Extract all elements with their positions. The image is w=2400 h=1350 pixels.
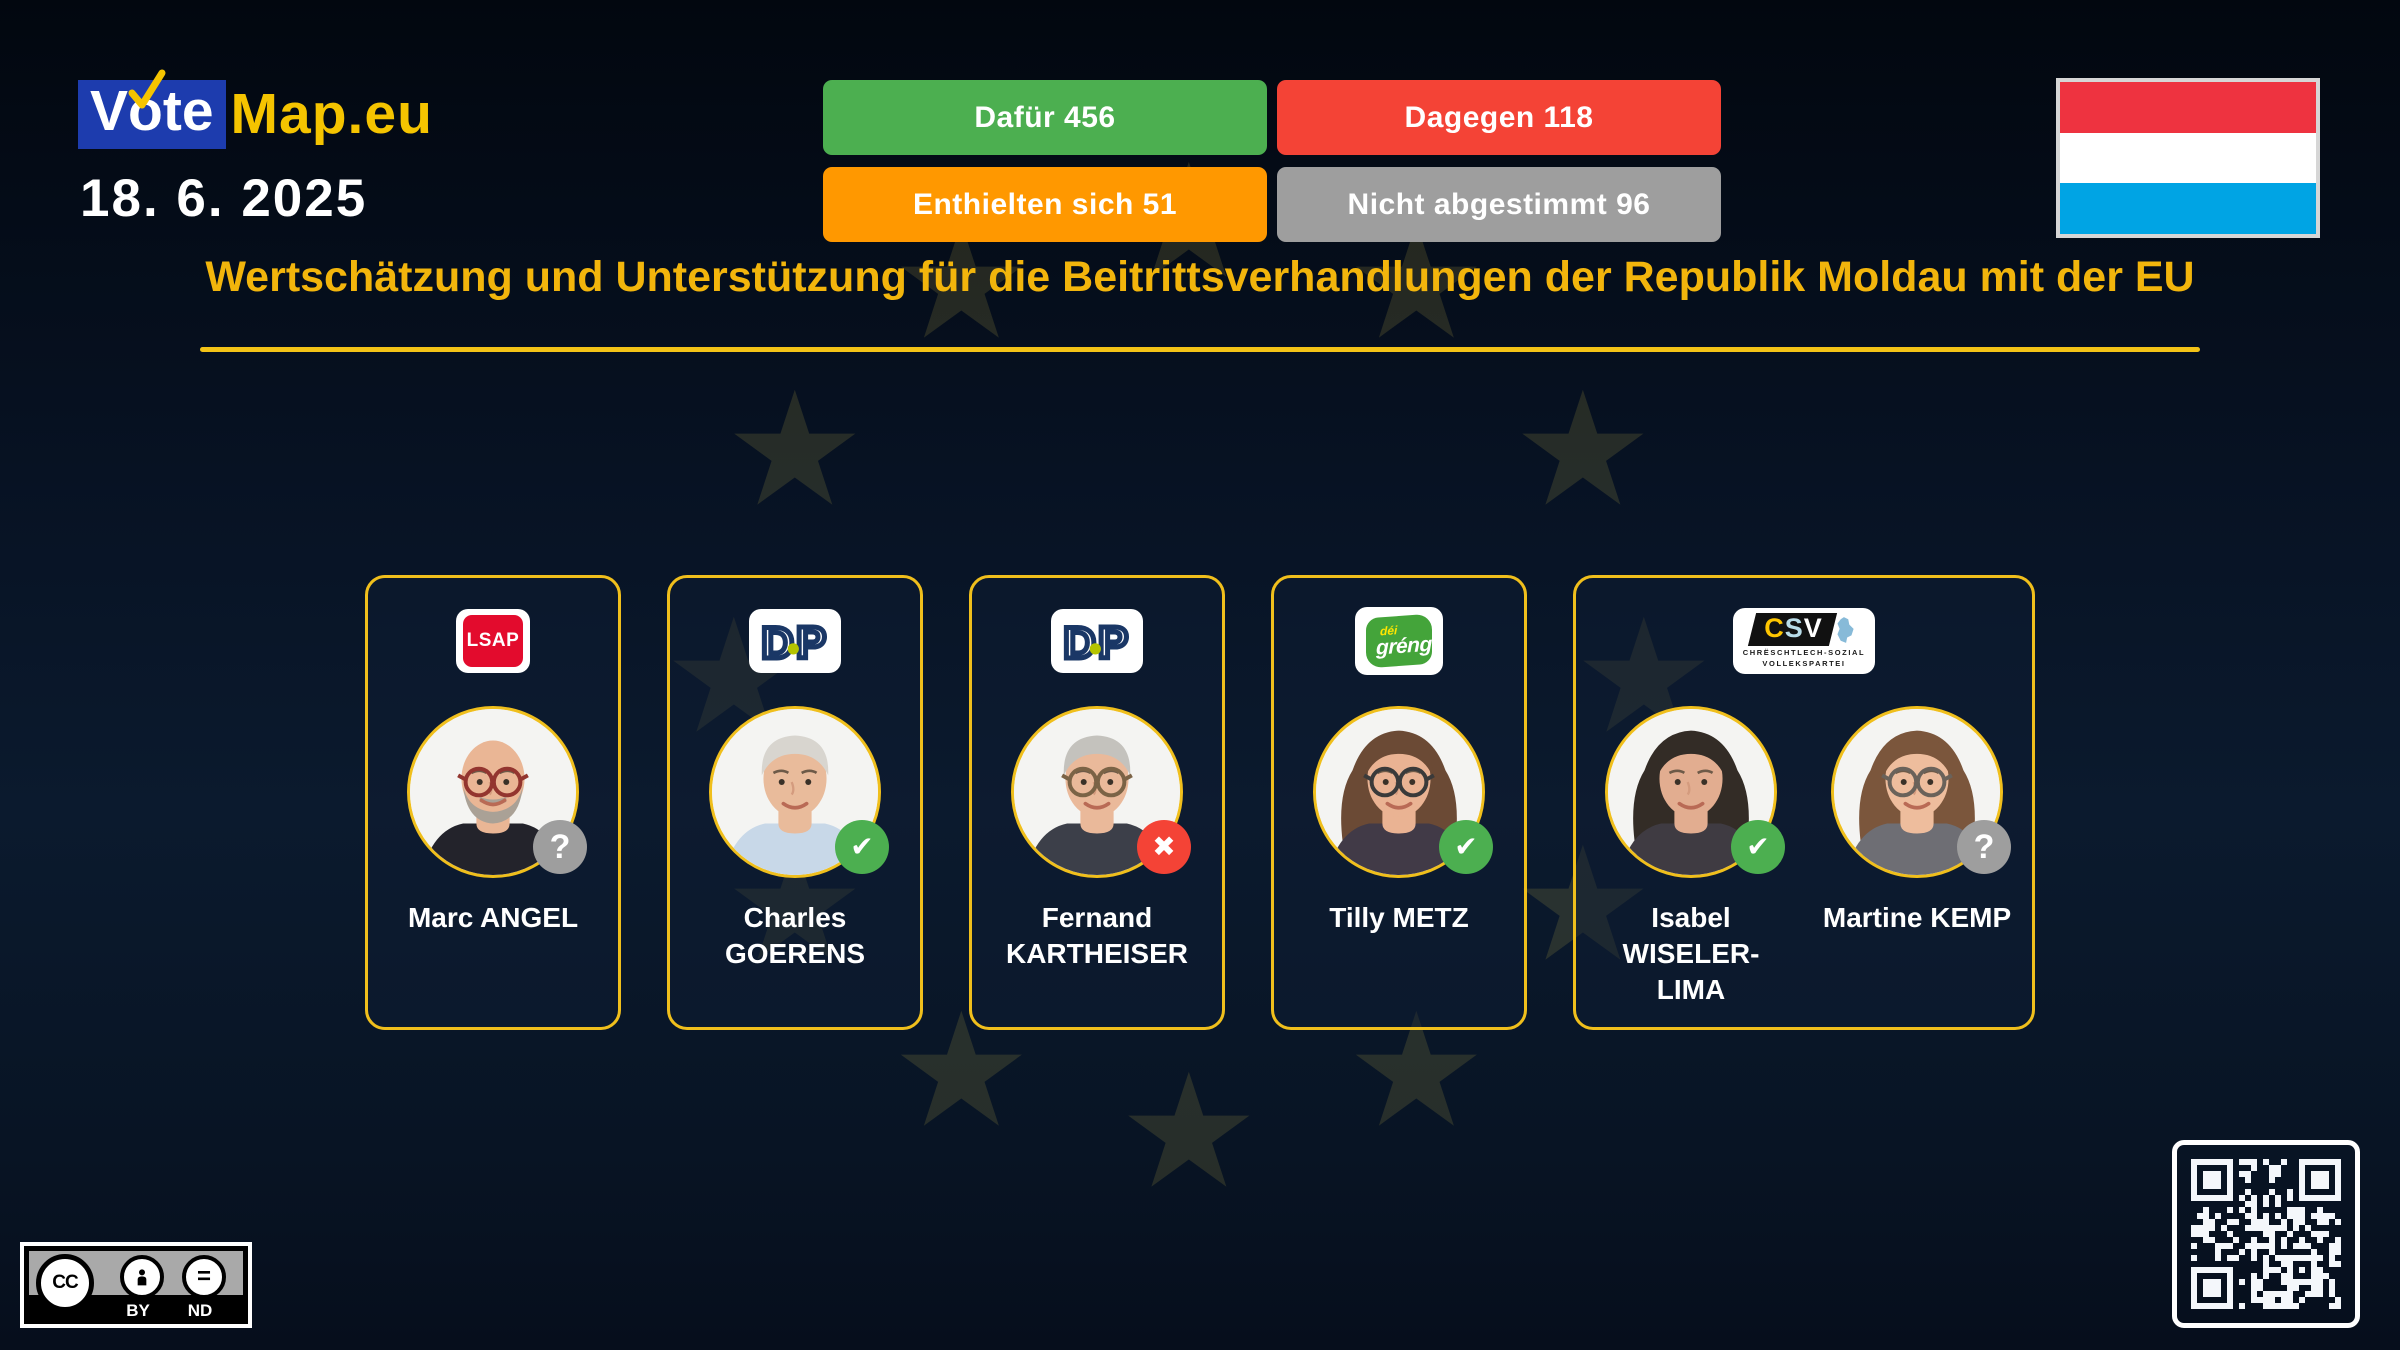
- logo-vote-box: Vo te: [78, 69, 226, 149]
- mep-name: Marc ANGEL: [407, 902, 579, 933]
- mep-card: D P ✔ Charles GOERENS: [667, 575, 923, 1030]
- mep-name: Fernand KARTHEISER: [1005, 902, 1188, 969]
- cc-nd-label: ND: [187, 1301, 213, 1320]
- svg-text:D: D: [761, 617, 793, 667]
- mep-photo-wrap: ✔: [709, 706, 889, 878]
- party-logo-lsap-text: LSAP: [463, 615, 523, 667]
- cc-by-label: BY: [126, 1301, 150, 1320]
- title-underline: [200, 347, 2200, 352]
- cc-nd-equals-icon: =: [182, 1255, 226, 1299]
- qr-code: [2172, 1140, 2360, 1328]
- vote-badge-for: ✔: [1439, 820, 1493, 874]
- cc-icon: CC: [36, 1254, 94, 1312]
- cc-by-person-icon: [120, 1255, 164, 1299]
- party-logo-csv-wordmark: CSV: [1747, 613, 1837, 647]
- party-logo-lsap: LSAP: [456, 609, 530, 673]
- party-logo-slot: déi gréng: [1355, 607, 1443, 675]
- mep-member: ✔ Charles GOERENS: [709, 706, 889, 972]
- mep-cards: LSAP? Marc ANGEL D P ✔ Charles GOERENS D P ✖ Ferna…: [365, 575, 2035, 1030]
- mep-card: D P ✖ Fernand KARTHEISER: [969, 575, 1225, 1030]
- page-title: Wertschätzung und Unterstützung für die …: [205, 253, 2195, 301]
- mep-photo-wrap: ✔: [1605, 706, 1785, 878]
- mep-photo-wrap: ?: [1831, 706, 2011, 878]
- mep-member: ? Martine KEMP: [1809, 706, 2025, 1007]
- logo-map-text: Map.eu: [230, 82, 433, 146]
- mep-portrait: [1831, 706, 2003, 878]
- eu-star-icon: ★: [1118, 1044, 1260, 1220]
- party-logo-slot: CSV CHRËSCHTLECH-SOZIAL VOLLEKSPARTEI: [1733, 608, 1875, 674]
- party-logo-csv-subtext: CHRËSCHTLECH-SOZIAL VOLLEKSPARTEI: [1742, 648, 1866, 668]
- mep-photo-wrap: ✔: [1313, 706, 1493, 878]
- logo-letter-o: o: [128, 69, 166, 140]
- vote-badge-for: ✔: [835, 820, 889, 874]
- mep-portrait: [709, 706, 881, 878]
- vote-badge-against: ✖: [1136, 820, 1191, 874]
- eu-star-icon: ★: [723, 361, 866, 538]
- mep-member: ✔ Tilly METZ: [1313, 706, 1493, 936]
- flag-stripe: [2060, 183, 2316, 235]
- mep-photo-wrap: ✖: [1010, 706, 1191, 878]
- votemap-logo[interactable]: Vo te Map.eu: [78, 69, 433, 149]
- svg-text:P: P: [796, 617, 826, 667]
- result-button-novote[interactable]: Nicht abgestimmt 96: [1277, 167, 1721, 242]
- luxembourg-flag: [2056, 78, 2320, 238]
- mep-name: Martine KEMP: [1822, 902, 2012, 933]
- result-button-against[interactable]: Dagegen 118: [1277, 80, 1721, 155]
- mep-name: Isabel WISELER- LIMA: [1622, 902, 1760, 1005]
- card-members: ✖ Fernand KARTHEISER: [1005, 706, 1191, 972]
- card-members: ✔ Tilly METZ: [1313, 706, 1493, 936]
- flag-stripe: [2060, 132, 2316, 184]
- mep-member: ✔ Isabel WISELER- LIMA: [1583, 706, 1799, 1007]
- mep-name: Charles GOERENS: [724, 902, 866, 969]
- mep-member: ✖ Fernand KARTHEISER: [1005, 706, 1191, 972]
- card-members: ✔ Isabel WISELER- LIMA? Martine KEMP: [1583, 706, 2025, 1007]
- result-button-for[interactable]: Dafür 456: [823, 80, 1267, 155]
- mep-portrait: [1010, 706, 1183, 878]
- eu-star-icon: ★: [1345, 983, 1488, 1160]
- vote-date: 18. 6. 2025: [80, 169, 368, 228]
- cc-license-badge[interactable]: CC = BY ND: [20, 1242, 252, 1328]
- party-logo-slot: LSAP: [456, 608, 530, 674]
- card-members: ✔ Charles GOERENS: [709, 706, 889, 972]
- mep-member: ? Marc ANGEL: [407, 706, 587, 936]
- mep-photo-wrap: ?: [407, 706, 587, 878]
- qr-code-pattern: [2191, 1159, 2341, 1309]
- party-logo-csv-mark: CSV: [1747, 613, 1857, 647]
- luxembourg-map-icon: [1837, 616, 1854, 643]
- vote-results: Dafür 456 Dagegen 118 Enthielten sich 51 Ni…: [823, 80, 1721, 242]
- vote-badge-unknown: ?: [533, 820, 587, 874]
- card-members: ? Marc ANGEL: [407, 706, 587, 936]
- mep-card: LSAP? Marc ANGEL: [365, 575, 621, 1030]
- check-icon: [128, 69, 166, 109]
- result-button-abstain[interactable]: Enthielten sich 51: [823, 167, 1267, 242]
- party-logo-dei-greng-shape: déi gréng: [1366, 613, 1432, 669]
- mep-card: déi gréng ✔ Tilly METZ: [1271, 575, 1527, 1030]
- mep-card: CSV CHRËSCHTLECH-SOZIAL VOLLEKSPARTEI ✔ Isab…: [1573, 575, 2035, 1030]
- party-logo-greng-text: gréng: [1376, 632, 1432, 660]
- vote-badge-unknown: ?: [1957, 820, 2011, 874]
- flag-stripe: [2060, 82, 2316, 133]
- mep-name: Tilly METZ: [1329, 902, 1469, 933]
- eu-star-icon: ★: [1512, 361, 1654, 538]
- svg-text:P: P: [1098, 617, 1128, 667]
- vote-badge-for: ✔: [1731, 820, 1785, 874]
- party-logo-csv: CSV CHRËSCHTLECH-SOZIAL VOLLEKSPARTEI: [1733, 608, 1875, 674]
- svg-text:D: D: [1063, 617, 1095, 667]
- mep-portrait: [1313, 706, 1485, 878]
- party-logo-dei-greng: déi gréng: [1355, 607, 1443, 675]
